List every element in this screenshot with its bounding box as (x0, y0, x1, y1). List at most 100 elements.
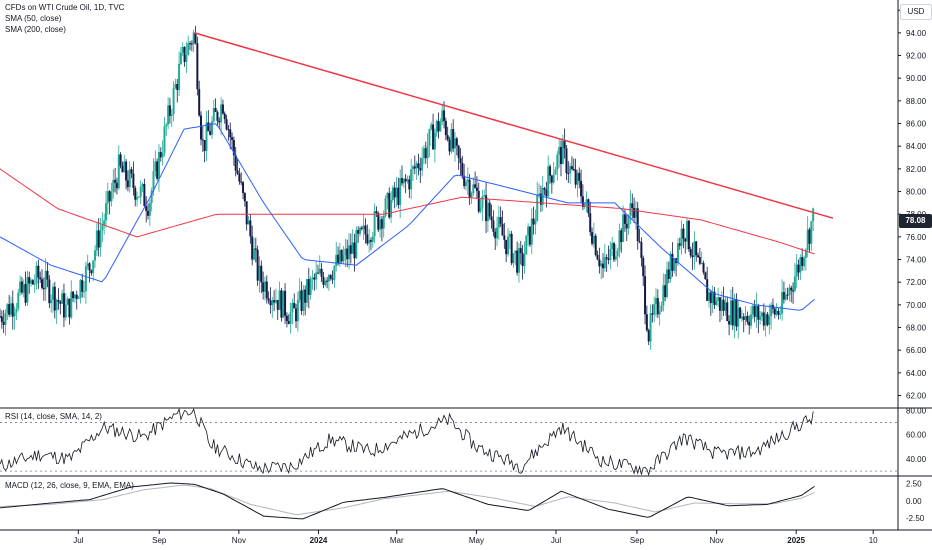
candle-body (448, 139, 451, 152)
candle-body (137, 196, 140, 198)
price-tick-label: 92.00 (906, 52, 927, 61)
rsi-tick-label: 60.00 (906, 431, 927, 440)
candle-body (139, 186, 142, 197)
candle-body (201, 139, 204, 141)
price-tick-label: 88.00 (906, 97, 927, 106)
candle-body (298, 290, 301, 300)
candle-body (205, 122, 208, 151)
candle-body (90, 270, 93, 274)
candle-body (46, 270, 49, 280)
candle-body (20, 281, 23, 293)
candle-body (691, 255, 694, 258)
price-tick-label: 70.00 (906, 301, 927, 310)
candle-body (550, 175, 553, 183)
candle-body (364, 225, 367, 235)
candle-body (554, 169, 557, 175)
candle-body (494, 231, 497, 239)
candle-body (223, 113, 226, 120)
candle-body (490, 216, 493, 221)
candle-body (324, 280, 327, 285)
candle-body (92, 260, 95, 274)
candle-body (399, 178, 402, 205)
candle-body (733, 298, 736, 326)
candle-body (594, 235, 597, 255)
candle-body (234, 155, 237, 171)
candle-body (375, 211, 378, 214)
candle-body (393, 187, 396, 198)
candle-body (702, 263, 705, 273)
candle-body (141, 183, 144, 187)
candle-body (377, 213, 380, 230)
candle-body (517, 248, 520, 273)
sma200-legend[interactable]: SMA (200, close) (5, 25, 66, 34)
candle-body (41, 279, 44, 288)
candle-body (605, 257, 608, 259)
candle-body (15, 308, 18, 313)
time-tick-label: Sep (630, 536, 645, 545)
candle-body (455, 138, 458, 146)
candle-body (194, 32, 197, 44)
resistance-trendline (194, 32, 834, 219)
candle-body (209, 131, 212, 135)
candle-body (755, 306, 758, 317)
candle-body (249, 220, 252, 237)
candle-body (28, 277, 31, 284)
candle-body (104, 203, 107, 221)
candle-body (576, 172, 579, 185)
candle-body (161, 152, 164, 158)
candle-body (770, 304, 773, 317)
candle-body (757, 306, 760, 320)
price-tick-label: 80.00 (906, 188, 927, 197)
price-tick-label: 94.00 (906, 29, 927, 38)
time-tick-label: Nov (709, 536, 723, 545)
macd-title[interactable]: MACD (12, 26, close, 9, EMA, EMA) (5, 481, 134, 490)
candle-body (616, 250, 619, 257)
candle-body (801, 257, 804, 267)
candle-body (73, 294, 76, 299)
time-tick-label: Mar (390, 536, 404, 545)
macd-signal-line (0, 484, 815, 516)
candle-body (565, 148, 568, 174)
candle-body (62, 293, 65, 318)
currency-selector[interactable]: USD (900, 4, 932, 20)
candle-body (669, 253, 672, 279)
candle-body (611, 243, 614, 250)
candle-body (132, 173, 135, 188)
candle-body (99, 230, 102, 248)
candle-body (251, 236, 254, 260)
candle-body (792, 290, 795, 292)
candle-body (607, 258, 610, 260)
candle-body (287, 321, 290, 324)
candle-body (326, 280, 329, 282)
candle-body (444, 120, 447, 136)
symbol-title[interactable]: CFDs on WTI Crude Oil, 1D, TVC (5, 3, 125, 12)
candle-body (788, 287, 791, 295)
candle-body (225, 119, 228, 130)
candle-body (558, 146, 561, 155)
candle-body (709, 292, 712, 304)
candle-body (406, 179, 409, 182)
price-tick-label: 64.00 (906, 369, 927, 378)
candle-body (86, 263, 89, 267)
candle-body (744, 315, 747, 320)
candle-body (386, 193, 389, 199)
candle-body (380, 219, 383, 229)
candle-body (185, 54, 188, 62)
candle-body (563, 140, 566, 149)
candle-body (134, 187, 137, 200)
candle-body (19, 281, 22, 293)
candle-body (680, 228, 683, 246)
candle-body (397, 187, 400, 205)
rsi-title[interactable]: RSI (14, close, SMA, 14, 2) (5, 412, 102, 421)
candle-body (779, 313, 782, 315)
sma50-legend[interactable]: SMA (50, close) (5, 14, 62, 23)
candle-body (786, 294, 789, 296)
candle-body (278, 290, 281, 310)
candle-body (320, 268, 323, 277)
candle-body (739, 307, 742, 319)
candle-body (174, 84, 177, 89)
candle-body (236, 170, 239, 174)
candle-body (368, 240, 371, 244)
candle-body (256, 249, 259, 281)
